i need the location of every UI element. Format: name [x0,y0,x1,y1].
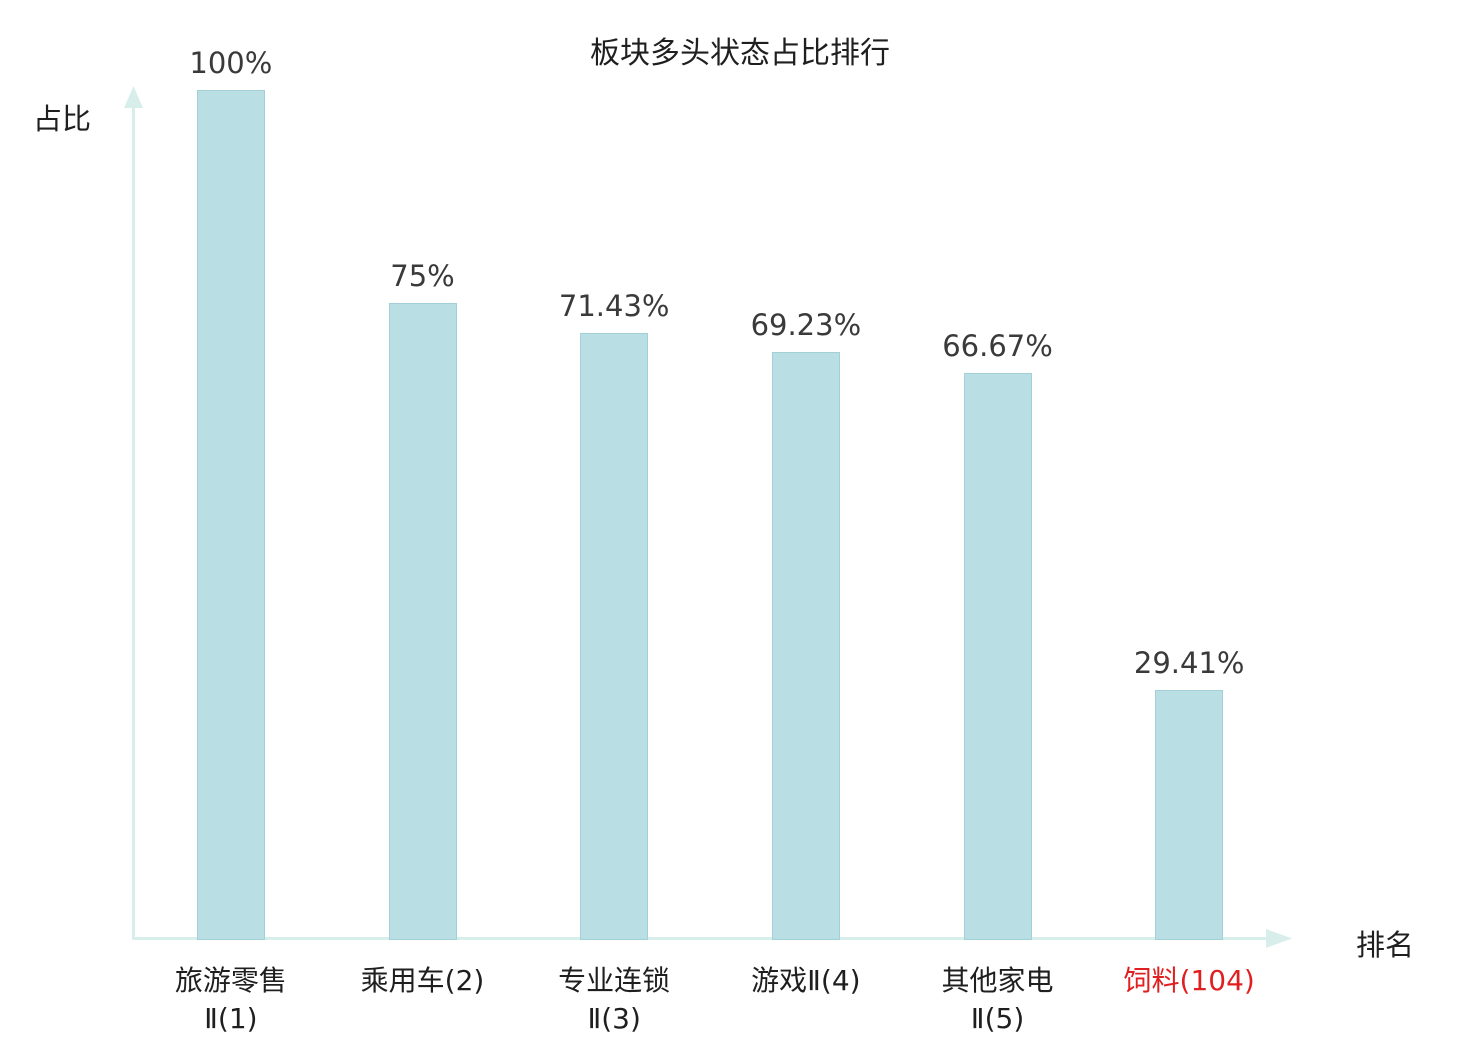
category-label-line: Ⅱ(1) [204,1002,258,1035]
bar [1155,690,1224,940]
bar-value-label: 29.41% [1133,646,1245,681]
category-label: 其他家电 Ⅱ(5) [902,962,1094,1038]
bar-group: 69.23% [710,308,902,940]
bar-group: 75% [327,258,519,940]
chart-title: 板块多头状态占比排行 [590,36,890,71]
bar-value-label: 69.23% [750,307,862,342]
bar-group: 100% [135,46,327,940]
y-axis-label: 占比 [33,102,92,136]
category-label: 专业连锁 Ⅱ(3) [518,962,710,1038]
bar-value-label: 71.43% [558,288,670,323]
bar-group: 29.41% [1093,646,1285,940]
category-label-line: Ⅱ(3) [587,1002,641,1035]
category-label-line: 其他家电 [941,964,1054,997]
bar [771,351,840,940]
y-axis-arrow-icon [124,86,143,108]
category-label: 乘用车(2) [327,962,519,1000]
bar-value-label: 66.67% [942,329,1053,364]
bar-group: 71.43% [518,289,710,940]
bar [963,373,1032,940]
bar [388,302,457,940]
bar [580,332,649,940]
bar-value-label: 100% [189,46,273,80]
category-label: 旅游零售 Ⅱ(1) [135,962,327,1038]
x-axis-label: 排名 [1356,928,1415,962]
category-labels-area: 旅游零售 Ⅱ(1) 乘用车(2) 专业连锁 Ⅱ(3) 游戏Ⅱ(4) 其他家电 Ⅱ(5) 饲料(1… [135,962,1285,1038]
category-label-line: 专业连锁 [558,964,671,997]
category-label: 游戏Ⅱ(4) [710,962,902,1000]
category-label: 饲料(104) [1093,962,1285,1000]
bars-area: 100% 75% 71.43% 69.23% 66.67% 29.41% [135,46,1285,940]
category-label-line: 乘用车(2) [360,964,485,997]
category-label-line: 饲料(104) [1123,964,1255,997]
category-label-line: Ⅱ(5) [970,1002,1025,1035]
x-axis-arrow-icon [1266,929,1292,948]
bar-group: 66.67% [902,329,1094,940]
category-label-line: 旅游零售 [174,964,287,997]
bar-value-label: 75% [390,258,455,293]
bar [196,90,265,940]
category-label-line: 游戏Ⅱ(4) [751,964,861,997]
